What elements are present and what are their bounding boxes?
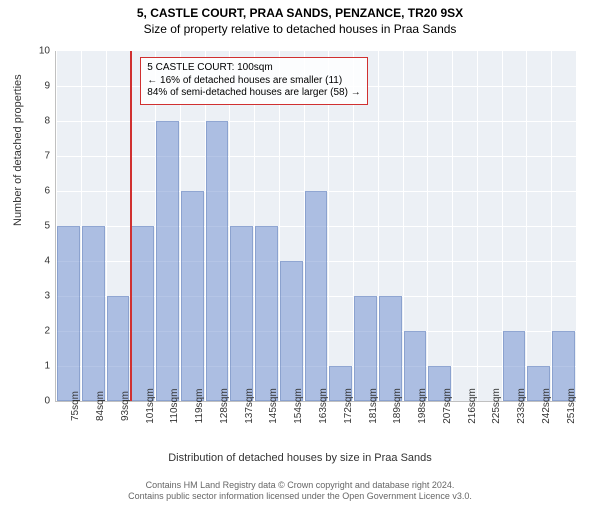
footer-line-1: Contains HM Land Registry data © Crown c… bbox=[0, 480, 600, 491]
y-tick: 10 bbox=[0, 46, 50, 57]
x-tick: 110sqm bbox=[169, 389, 180, 424]
chart-area: 5 CASTLE COURT: 100sqm← 16% of detached … bbox=[55, 51, 575, 401]
x-tick: 75sqm bbox=[70, 391, 81, 421]
histogram-bar bbox=[107, 296, 130, 401]
x-tick: 242sqm bbox=[541, 388, 552, 424]
gridline-h bbox=[56, 121, 576, 122]
x-tick: 207sqm bbox=[442, 388, 453, 424]
x-tick: 216sqm bbox=[467, 388, 478, 424]
histogram-bar bbox=[379, 296, 402, 401]
x-tick: 93sqm bbox=[120, 391, 131, 421]
x-tick: 163sqm bbox=[318, 388, 329, 424]
y-tick: 1 bbox=[0, 361, 50, 372]
x-tick: 233sqm bbox=[516, 388, 527, 424]
x-tick: 172sqm bbox=[343, 388, 354, 424]
reference-line bbox=[130, 51, 132, 401]
y-tick: 0 bbox=[0, 396, 50, 407]
x-axis-label: Distribution of detached houses by size … bbox=[0, 452, 600, 464]
x-tick: 145sqm bbox=[268, 388, 279, 424]
x-tick: 225sqm bbox=[491, 388, 502, 424]
histogram-bar bbox=[305, 191, 328, 401]
infobox-line: ← 16% of detached houses are smaller (11… bbox=[147, 75, 360, 88]
x-tick: 189sqm bbox=[392, 388, 403, 424]
y-tick: 3 bbox=[0, 291, 50, 302]
x-tick: 119sqm bbox=[194, 389, 205, 424]
footer-line-2: Contains public sector information licen… bbox=[0, 491, 600, 502]
gridline-v bbox=[477, 51, 478, 401]
footer-attribution: Contains HM Land Registry data © Crown c… bbox=[0, 480, 600, 502]
x-tick: 251sqm bbox=[566, 388, 577, 424]
x-tick: 128sqm bbox=[219, 388, 230, 424]
gridline-v bbox=[452, 51, 453, 401]
y-tick: 2 bbox=[0, 326, 50, 337]
y-tick: 4 bbox=[0, 256, 50, 267]
gridline-v bbox=[526, 51, 527, 401]
histogram-bar bbox=[131, 226, 154, 401]
infobox-line: 84% of semi-detached houses are larger (… bbox=[147, 87, 360, 100]
histogram-bar bbox=[156, 121, 179, 401]
gridline-v bbox=[427, 51, 428, 401]
x-tick: 137sqm bbox=[244, 388, 255, 424]
x-tick: 198sqm bbox=[417, 388, 428, 424]
x-tick: 84sqm bbox=[95, 391, 106, 421]
y-tick: 7 bbox=[0, 151, 50, 162]
histogram-bar bbox=[57, 226, 80, 401]
y-tick: 8 bbox=[0, 116, 50, 127]
infobox-line: 5 CASTLE COURT: 100sqm bbox=[147, 62, 360, 75]
histogram-bar bbox=[354, 296, 377, 401]
histogram-bar bbox=[280, 261, 303, 401]
chart-title-address: 5, CASTLE COURT, PRAA SANDS, PENZANCE, T… bbox=[0, 6, 600, 20]
reference-info-box: 5 CASTLE COURT: 100sqm← 16% of detached … bbox=[140, 57, 367, 105]
histogram-bar bbox=[82, 226, 105, 401]
plot-region: 5 CASTLE COURT: 100sqm← 16% of detached … bbox=[55, 51, 576, 402]
gridline-h bbox=[56, 156, 576, 157]
y-tick: 9 bbox=[0, 81, 50, 92]
chart-subtitle: Size of property relative to detached ho… bbox=[0, 22, 600, 36]
y-tick: 6 bbox=[0, 186, 50, 197]
x-tick: 101sqm bbox=[145, 388, 156, 424]
histogram-bar bbox=[230, 226, 253, 401]
x-tick: 181sqm bbox=[368, 388, 379, 424]
y-tick: 5 bbox=[0, 221, 50, 232]
histogram-bar bbox=[255, 226, 278, 401]
histogram-bar bbox=[206, 121, 229, 401]
x-tick: 154sqm bbox=[293, 388, 304, 424]
histogram-bar bbox=[181, 191, 204, 401]
